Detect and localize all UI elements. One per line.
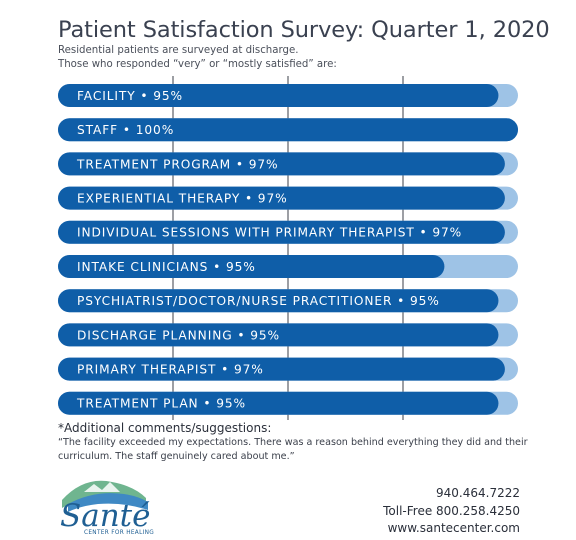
bar-group: INTAKE CLINICIANS • 95% — [58, 255, 518, 278]
bar-label: FACILITY • 95% — [77, 89, 183, 103]
bar-label: INDIVIDUAL SESSIONS WITH PRIMARY THERAPI… — [77, 226, 462, 240]
comments-heading: *Additional comments/suggestions: — [58, 421, 272, 435]
bar-group: EXPERIENTIAL THERAPY • 97% — [58, 186, 518, 210]
bar — [58, 220, 505, 244]
toll-free-number: Toll-Free 800.258.4250 — [383, 503, 520, 518]
bar — [58, 323, 499, 347]
subtitle-line-1: Residential patients are surveyed at dis… — [58, 45, 299, 56]
satisfaction-bar-chart: FACILITY • 95% STAFF • 100% TREATMENT PROG… — [58, 76, 518, 420]
bar-group: TREATMENT PROGRAM • 97% — [58, 152, 518, 176]
subtitle-line-2: Those who responded “very” or “mostly sa… — [58, 59, 337, 70]
bar — [58, 152, 505, 176]
logo-wordmark: Santé — [60, 498, 151, 534]
contact-info: 940.464.7222 Toll-Free 800.258.4250 www.… — [383, 485, 520, 538]
bars: FACILITY • 95% STAFF • 100% TREATMENT PROG… — [58, 84, 518, 415]
bar — [58, 391, 499, 415]
logo-tagline: CENTER FOR HEALING — [84, 530, 154, 536]
bar-group: PSYCHIATRIST/DOCTOR/NURSE PRACTITIONER •… — [58, 289, 518, 313]
website-link[interactable]: www.santecenter.com — [387, 521, 520, 535]
bar — [58, 357, 505, 381]
phone-number: 940.464.7222 — [436, 486, 520, 500]
comments-text: “The facility exceeded my expectations. … — [58, 437, 528, 462]
logo-peaks — [84, 482, 120, 492]
bar-label: EXPERIENTIAL THERAPY • 97% — [77, 192, 288, 206]
bar-label: PSYCHIATRIST/DOCTOR/NURSE PRACTITIONER •… — [77, 294, 440, 308]
bar — [58, 255, 445, 278]
bar-label: TREATMENT PLAN • 95% — [76, 397, 246, 411]
page-title: Patient Satisfaction Survey: Quarter 1, … — [58, 17, 550, 43]
bar-label: PRIMARY THERAPIST • 97% — [77, 363, 264, 377]
bar-group: INDIVIDUAL SESSIONS WITH PRIMARY THERAPI… — [58, 220, 518, 244]
comments-section: *Additional comments/suggestions: “The f… — [58, 421, 558, 463]
bar-group: PRIMARY THERAPIST • 97% — [58, 357, 518, 381]
bar-label: DISCHARGE PLANNING • 95% — [77, 328, 280, 342]
bar-label: INTAKE CLINICIANS • 95% — [77, 260, 256, 274]
logo-mountain-blue — [68, 493, 148, 512]
subtitle: Residential patients are surveyed at dis… — [58, 44, 558, 72]
bar-group: DISCHARGE PLANNING • 95% — [58, 323, 518, 347]
bar — [58, 289, 499, 313]
sante-logo: Santé CENTER FOR HEALING — [60, 480, 154, 536]
bar-group: STAFF • 100% — [58, 118, 518, 142]
bar-label: TREATMENT PROGRAM • 97% — [76, 157, 279, 171]
bar — [58, 84, 499, 107]
bar — [58, 118, 518, 142]
bar-group: TREATMENT PLAN • 95% — [58, 391, 518, 415]
bar — [58, 186, 505, 210]
bar-label: STAFF • 100% — [77, 123, 174, 137]
bar-group: FACILITY • 95% — [58, 84, 518, 107]
